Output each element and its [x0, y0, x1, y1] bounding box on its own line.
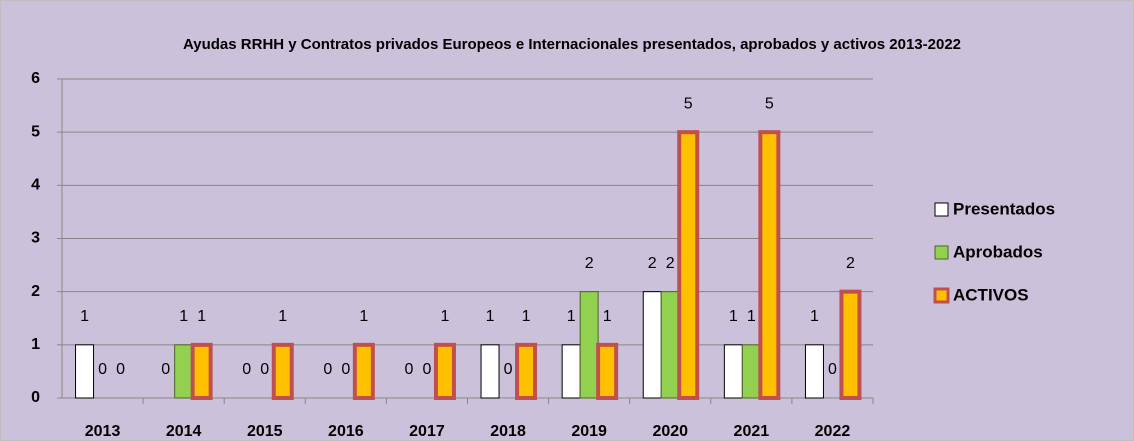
- data-label: 1: [567, 308, 576, 325]
- bar: [741, 344, 761, 399]
- y-tick-label: 6: [31, 70, 40, 87]
- data-label: 0: [422, 361, 431, 378]
- bar: [561, 344, 581, 399]
- data-label: 0: [341, 361, 350, 378]
- data-label: 1: [80, 308, 89, 325]
- data-label: 2: [846, 255, 855, 272]
- data-label: 1: [486, 308, 495, 325]
- data-label: 1: [603, 308, 612, 325]
- data-label: 2: [648, 255, 657, 272]
- data-label: 1: [440, 308, 449, 325]
- legend-label: Aprobados: [953, 242, 1043, 261]
- bar: [596, 342, 619, 401]
- y-tick-label: 1: [31, 336, 40, 353]
- data-label: 0: [260, 361, 269, 378]
- x-tick-label: 2015: [247, 423, 283, 440]
- x-tick-label: 2020: [652, 423, 688, 440]
- data-label: 0: [161, 361, 170, 378]
- x-tick-label: 2013: [85, 423, 121, 440]
- y-tick-label: 3: [31, 230, 40, 247]
- legend-label: Presentados: [953, 199, 1055, 218]
- x-tick-label: 2014: [166, 423, 202, 440]
- data-label: 5: [684, 95, 693, 112]
- data-label: 1: [729, 308, 738, 325]
- x-tick-label: 2018: [490, 423, 526, 440]
- bar: [642, 291, 662, 399]
- bar: [579, 291, 599, 399]
- bar: [352, 342, 375, 401]
- x-tick-label: 2022: [815, 423, 851, 440]
- bar: [75, 344, 95, 399]
- bar: [174, 344, 194, 399]
- legend-swatch: [934, 245, 949, 260]
- chart-title: Ayudas RRHH y Contratos privados Europeo…: [183, 36, 961, 53]
- x-tick-label: 2021: [734, 423, 770, 440]
- y-tick-label: 2: [31, 283, 40, 300]
- data-label: 1: [747, 308, 756, 325]
- bar: [758, 130, 781, 401]
- x-tick-label: 2019: [571, 423, 607, 440]
- data-label: 0: [98, 361, 107, 378]
- legend-swatch: [933, 287, 950, 304]
- y-tick-label: 5: [31, 123, 40, 140]
- data-label: 1: [179, 308, 188, 325]
- x-tick-label: 2017: [409, 423, 445, 440]
- bar: [677, 130, 700, 401]
- data-label: 0: [404, 361, 413, 378]
- bar: [660, 291, 680, 399]
- data-label: 1: [278, 308, 287, 325]
- data-label: 0: [116, 361, 125, 378]
- data-label: 2: [585, 255, 594, 272]
- legend-label: ACTIVOS: [953, 285, 1029, 304]
- y-tick-label: 4: [31, 177, 40, 194]
- bar: [480, 344, 500, 399]
- bar: [723, 344, 743, 399]
- data-label: 0: [828, 361, 837, 378]
- data-label: 0: [242, 361, 251, 378]
- data-label: 1: [197, 308, 206, 325]
- bar: [190, 342, 213, 401]
- bar: [515, 342, 538, 401]
- data-label: 1: [810, 308, 819, 325]
- data-label: 2: [666, 255, 675, 272]
- y-tick-label: 0: [31, 389, 40, 406]
- data-label: 0: [504, 361, 513, 378]
- data-label: 1: [359, 308, 368, 325]
- data-label: 5: [765, 95, 774, 112]
- data-label: 0: [323, 361, 332, 378]
- data-label: 1: [522, 308, 531, 325]
- bar: [271, 342, 294, 401]
- bar: [839, 289, 862, 400]
- bar: [804, 344, 824, 399]
- legend-swatch: [934, 202, 949, 217]
- x-tick-label: 2016: [328, 423, 364, 440]
- bar: [433, 342, 456, 401]
